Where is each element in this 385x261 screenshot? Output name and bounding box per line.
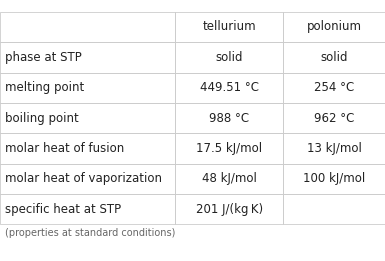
Text: melting point: melting point — [5, 81, 84, 94]
Bar — [175, 12, 283, 42]
Text: solid: solid — [215, 51, 243, 64]
Text: 48 kJ/mol: 48 kJ/mol — [202, 172, 256, 185]
Text: (properties at standard conditions): (properties at standard conditions) — [5, 228, 175, 238]
Text: molar heat of fusion: molar heat of fusion — [5, 142, 124, 155]
Text: 962 °C: 962 °C — [314, 112, 354, 124]
Text: 988 °C: 988 °C — [209, 112, 249, 124]
Text: 17.5 kJ/mol: 17.5 kJ/mol — [196, 142, 262, 155]
Bar — [0, 103, 175, 133]
Bar — [283, 12, 385, 42]
Bar — [175, 194, 283, 224]
Bar — [175, 103, 283, 133]
Text: solid: solid — [320, 51, 348, 64]
Text: 254 °C: 254 °C — [314, 81, 354, 94]
Bar — [283, 164, 385, 194]
Bar — [283, 73, 385, 103]
Text: tellurium: tellurium — [202, 20, 256, 33]
Text: polonium: polonium — [306, 20, 362, 33]
Bar — [0, 12, 175, 42]
Text: boiling point: boiling point — [5, 112, 79, 124]
Bar — [175, 133, 283, 164]
Bar — [175, 42, 283, 73]
Bar — [283, 42, 385, 73]
Bar — [283, 194, 385, 224]
Bar — [283, 133, 385, 164]
Text: 13 kJ/mol: 13 kJ/mol — [306, 142, 362, 155]
Bar — [0, 164, 175, 194]
Text: phase at STP: phase at STP — [5, 51, 81, 64]
Bar — [0, 194, 175, 224]
Bar — [175, 73, 283, 103]
Bar — [283, 103, 385, 133]
Text: molar heat of vaporization: molar heat of vaporization — [5, 172, 162, 185]
Bar — [0, 133, 175, 164]
Bar — [0, 73, 175, 103]
Text: 449.51 °C: 449.51 °C — [199, 81, 259, 94]
Bar — [175, 164, 283, 194]
Text: specific heat at STP: specific heat at STP — [5, 203, 121, 216]
Text: 100 kJ/mol: 100 kJ/mol — [303, 172, 365, 185]
Bar — [0, 42, 175, 73]
Text: 201 J/(kg K): 201 J/(kg K) — [196, 203, 263, 216]
